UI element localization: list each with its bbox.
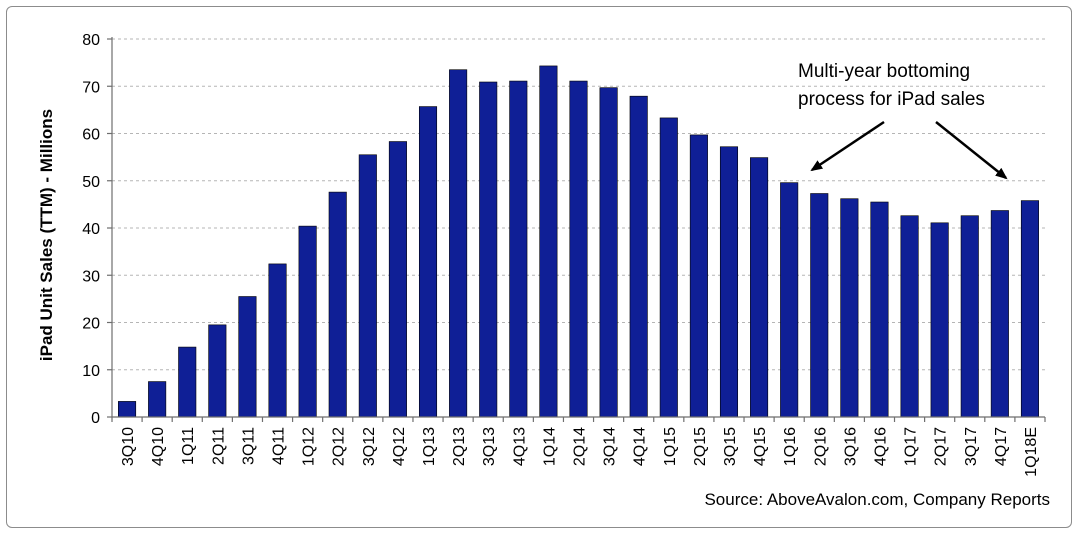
y-tick-label: 60 <box>82 127 100 144</box>
y-tick-label: 80 <box>82 32 100 49</box>
source-note: Source: AboveAvalon.com, Company Reports <box>704 490 1050 509</box>
x-tick-label: 3Q12 <box>361 427 378 466</box>
bar <box>539 65 558 418</box>
bar <box>298 225 317 418</box>
bar <box>599 87 618 418</box>
bar <box>659 117 678 418</box>
y-tick-label: 30 <box>82 268 100 285</box>
bar <box>148 381 167 418</box>
axes <box>107 37 1046 422</box>
x-tick-label: 4Q10 <box>150 427 167 466</box>
bar <box>118 401 137 418</box>
x-tick-labels: 3Q10 4Q10 1Q11 2Q11 3Q11 4Q11 1Q12 2Q12 3Q12 4Q12… <box>120 427 1040 477</box>
bar <box>990 210 1009 418</box>
x-tick-label: 1Q12 <box>301 427 318 466</box>
annotation-arrow-right <box>935 121 1008 180</box>
annotation-line-1: Multi-year bottoming <box>798 61 970 82</box>
x-tick-label: 2Q12 <box>331 427 348 466</box>
bar <box>750 157 769 418</box>
bar <box>418 106 438 418</box>
x-tick-label: 3Q14 <box>602 427 619 466</box>
y-tick-label: 20 <box>82 316 100 333</box>
x-tick-label: 4Q16 <box>872 427 889 466</box>
x-tick-label: 2Q17 <box>933 427 950 466</box>
y-tick-label: 10 <box>82 363 100 380</box>
x-tick-label: 2Q11 <box>210 427 227 465</box>
x-tick-label: 4Q17 <box>993 427 1010 466</box>
bars <box>118 65 1039 418</box>
x-tick-label: 2Q15 <box>692 427 709 466</box>
bar <box>388 141 407 418</box>
x-tick-label: 3Q11 <box>240 427 257 465</box>
bar <box>268 263 287 418</box>
x-tick-label: 1Q17 <box>903 427 920 466</box>
y-tick-label: 70 <box>82 79 100 96</box>
annotation-line-2: process for iPad sales <box>798 89 985 110</box>
bar <box>629 95 648 418</box>
bar <box>178 346 197 418</box>
annotation-arrow-left <box>810 120 885 172</box>
x-tick-label: 1Q15 <box>662 427 679 466</box>
bar <box>689 134 708 418</box>
x-tick-label: 3Q17 <box>963 427 980 466</box>
bar <box>900 215 919 418</box>
x-tick-label: 2Q16 <box>812 427 829 466</box>
x-tick-label: 3Q10 <box>120 427 137 466</box>
bar <box>328 191 347 418</box>
x-tick-label: 4Q11 <box>271 427 288 465</box>
bar <box>780 182 799 418</box>
x-tick-label: 4Q14 <box>632 427 649 466</box>
bar <box>358 154 377 418</box>
bar <box>719 146 739 418</box>
x-tick-label: 3Q15 <box>722 427 739 466</box>
bar <box>569 80 588 418</box>
x-tick-label: 1Q11 <box>180 427 197 465</box>
x-tick-label: 4Q12 <box>391 427 408 466</box>
bar <box>840 198 859 418</box>
x-tick-label: 2Q13 <box>451 427 468 466</box>
bar <box>479 81 498 418</box>
x-tick-label: 4Q15 <box>752 427 769 466</box>
y-tick-label: 50 <box>82 174 100 191</box>
x-tick-label: 2Q14 <box>572 427 589 466</box>
bar <box>238 296 257 418</box>
x-tick-label: 4Q13 <box>511 427 528 466</box>
x-tick-label: 3Q16 <box>842 427 859 466</box>
bar <box>960 215 979 418</box>
y-tick-labels: 0 10 20 30 40 50 60 70 80 <box>82 32 100 427</box>
bar <box>449 69 468 418</box>
bar <box>208 324 227 418</box>
x-tick-label: 1Q18E <box>1023 427 1040 477</box>
x-tick-label: 1Q16 <box>782 427 799 466</box>
y-tick-label: 0 <box>91 410 100 427</box>
x-tick-label: 3Q13 <box>481 427 498 466</box>
x-tick-label: 1Q14 <box>541 427 558 466</box>
x-tick-label: 1Q13 <box>421 427 438 466</box>
y-axis-label: iPad Unit Sales (TTM) - Millions <box>37 109 56 361</box>
bar <box>509 80 528 418</box>
chart-frame <box>6 6 1072 528</box>
y-tick-label: 40 <box>82 221 100 238</box>
bar <box>1020 200 1039 418</box>
bar <box>870 201 889 418</box>
bar <box>810 193 829 418</box>
bar <box>930 222 949 418</box>
